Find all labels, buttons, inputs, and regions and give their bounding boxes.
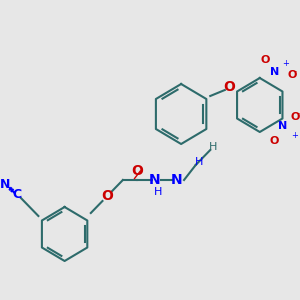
- Text: -: -: [293, 68, 296, 76]
- Text: +: +: [291, 130, 298, 140]
- Text: N: N: [149, 173, 161, 187]
- Text: O: O: [270, 136, 279, 146]
- Text: O: O: [131, 164, 143, 178]
- Text: +: +: [283, 58, 290, 68]
- Text: C: C: [12, 188, 21, 202]
- Text: O: O: [101, 190, 113, 203]
- Text: O: O: [223, 80, 235, 94]
- Text: H: H: [194, 157, 203, 167]
- Text: N: N: [0, 178, 10, 191]
- Text: O: O: [290, 112, 299, 122]
- Text: N: N: [270, 67, 279, 77]
- Text: O: O: [261, 55, 270, 65]
- Text: -: -: [296, 110, 299, 118]
- Text: O: O: [287, 70, 296, 80]
- Text: N: N: [171, 173, 183, 187]
- Text: H: H: [209, 142, 218, 152]
- Text: H: H: [154, 187, 162, 197]
- Text: N: N: [278, 121, 288, 131]
